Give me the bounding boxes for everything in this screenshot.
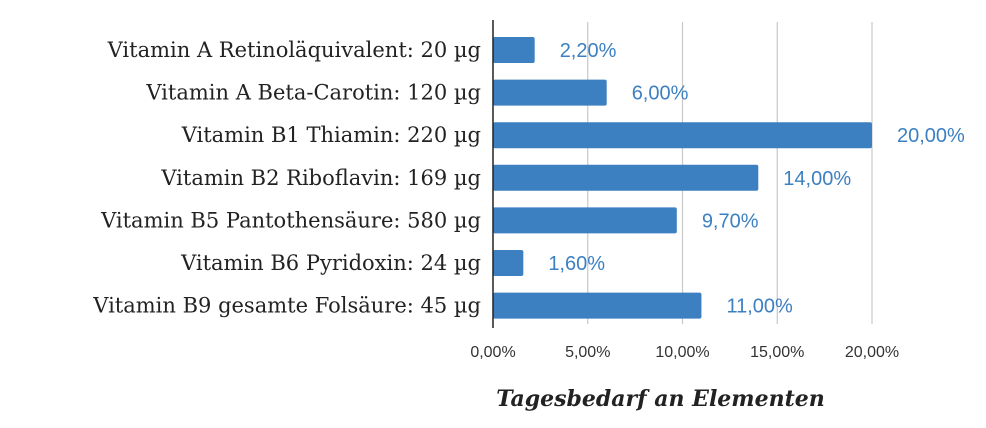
data-label: 6,00% bbox=[632, 83, 689, 105]
bar bbox=[493, 79, 607, 106]
category-label: Vitamin B6 Pyridoxin: 24 µg bbox=[180, 251, 481, 275]
x-tick-label: 10,00% bbox=[655, 344, 709, 361]
data-label: 9,70% bbox=[702, 210, 759, 232]
x-tick-labels: 0,00% 5,00% 10,00% 15,00% 20,00% bbox=[470, 344, 899, 361]
category-label: Vitamin B1 Thiamin: 220 µg bbox=[181, 123, 481, 147]
bar bbox=[493, 207, 677, 234]
x-axis-title: Tagesbedarf an Elementen bbox=[496, 386, 824, 412]
bar bbox=[493, 164, 759, 191]
x-tick-label: 20,00% bbox=[845, 344, 899, 361]
x-tick-label: 15,00% bbox=[750, 344, 804, 361]
category-label: Vitamin B2 Riboflavin: 169 µg bbox=[160, 166, 481, 190]
data-label: 2,20% bbox=[560, 40, 617, 62]
category-label: Vitamin A Beta-Carotin: 120 µg bbox=[145, 81, 481, 105]
category-labels: Vitamin A Retinoläquivalent: 20 µg Vitami… bbox=[92, 38, 481, 318]
bar bbox=[493, 250, 524, 276]
data-label: 14,00% bbox=[783, 168, 851, 190]
data-label: 11,00% bbox=[726, 296, 793, 318]
data-labels: 2,20% 6,00% 20,00% 14,00% 9,70% 1,60% 11,00% bbox=[548, 40, 965, 318]
bars bbox=[493, 37, 872, 319]
bar bbox=[493, 292, 702, 319]
data-label: 20,00% bbox=[897, 125, 965, 147]
x-tick-label: 5,00% bbox=[565, 344, 610, 361]
category-label: Vitamin B5 Pantothensäure: 580 µg bbox=[100, 208, 481, 232]
data-label: 1,60% bbox=[548, 253, 605, 275]
bar bbox=[493, 122, 872, 149]
x-tick-label: 0,00% bbox=[470, 344, 515, 361]
bar bbox=[493, 37, 535, 63]
category-label: Vitamin A Retinoläquivalent: 20 µg bbox=[107, 38, 481, 62]
category-label: Vitamin B9 gesamte Folsäure: 45 µg bbox=[92, 294, 481, 318]
